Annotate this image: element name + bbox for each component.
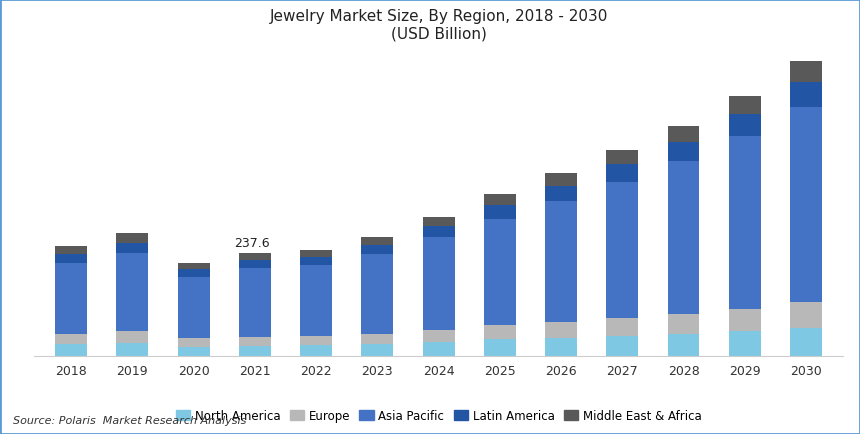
Bar: [484, 326, 516, 340]
Bar: [667, 334, 699, 356]
Bar: [178, 270, 210, 277]
Bar: [361, 334, 393, 344]
Bar: [178, 339, 210, 347]
Bar: [300, 336, 332, 345]
Bar: [422, 238, 455, 330]
Bar: [361, 237, 393, 246]
Bar: [300, 265, 332, 336]
Bar: [361, 246, 393, 255]
Bar: [484, 340, 516, 356]
Bar: [116, 332, 148, 343]
Bar: [116, 234, 148, 243]
Bar: [116, 243, 148, 253]
Bar: [729, 115, 761, 137]
Bar: [55, 263, 87, 334]
Title: Jewelry Market Size, By Region, 2018 - 2030
(USD Billion): Jewelry Market Size, By Region, 2018 - 2…: [269, 9, 608, 41]
Bar: [239, 269, 271, 337]
Bar: [606, 318, 638, 336]
Bar: [729, 332, 761, 356]
Bar: [729, 97, 761, 115]
Bar: [484, 195, 516, 206]
Bar: [178, 347, 210, 356]
Bar: [239, 337, 271, 346]
Bar: [178, 263, 210, 270]
Bar: [729, 137, 761, 309]
Bar: [606, 165, 638, 182]
Bar: [55, 254, 87, 263]
Bar: [790, 108, 822, 303]
Bar: [422, 217, 455, 227]
Bar: [55, 246, 87, 254]
Bar: [606, 336, 638, 356]
Bar: [361, 255, 393, 334]
Bar: [545, 338, 577, 356]
Bar: [300, 257, 332, 265]
Bar: [729, 309, 761, 332]
Bar: [667, 143, 699, 162]
Bar: [484, 219, 516, 326]
Bar: [239, 346, 271, 356]
Bar: [55, 344, 87, 356]
Bar: [361, 344, 393, 356]
Bar: [484, 206, 516, 219]
Bar: [667, 314, 699, 334]
Bar: [422, 330, 455, 342]
Bar: [790, 62, 822, 83]
Bar: [606, 151, 638, 165]
Bar: [545, 174, 577, 186]
Bar: [300, 345, 332, 356]
Bar: [239, 261, 271, 269]
Bar: [178, 277, 210, 339]
Bar: [300, 250, 332, 257]
Bar: [545, 322, 577, 338]
Text: 237.6: 237.6: [234, 237, 270, 250]
Bar: [55, 334, 87, 344]
Bar: [422, 227, 455, 238]
Bar: [606, 182, 638, 318]
Text: Source: Polaris  Market Research Analysis: Source: Polaris Market Research Analysis: [13, 415, 246, 425]
Bar: [790, 329, 822, 356]
Legend: North America, Europe, Asia Pacific, Latin America, Middle East & Africa: North America, Europe, Asia Pacific, Lat…: [171, 404, 706, 427]
Bar: [667, 126, 699, 143]
Bar: [545, 186, 577, 201]
Bar: [545, 201, 577, 322]
Bar: [116, 253, 148, 332]
Bar: [239, 253, 271, 261]
Bar: [422, 342, 455, 356]
Bar: [116, 343, 148, 356]
Bar: [790, 83, 822, 108]
Bar: [667, 162, 699, 314]
Bar: [790, 303, 822, 329]
